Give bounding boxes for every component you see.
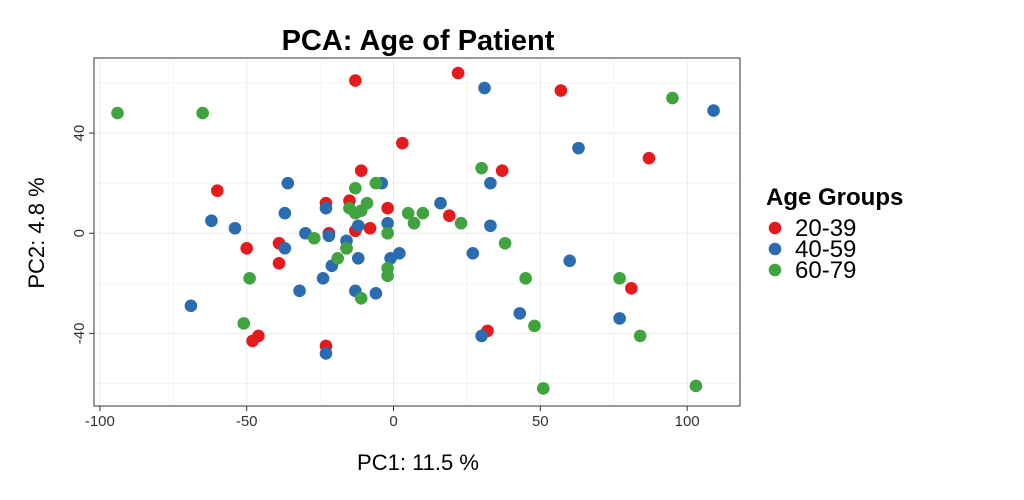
data-point-40-59 xyxy=(434,196,447,210)
legend-key-60-79 xyxy=(768,263,782,277)
data-point-60-79 xyxy=(340,241,353,255)
data-point-60-79 xyxy=(381,269,394,283)
data-point-40-59 xyxy=(484,219,497,233)
data-point-20-39 xyxy=(246,334,259,348)
data-point-60-79 xyxy=(331,251,345,265)
legend-key-40-59 xyxy=(768,242,782,256)
data-point-40-59 xyxy=(293,284,306,298)
data-point-40-59 xyxy=(484,176,497,190)
data-point-60-79 xyxy=(196,106,209,120)
data-point-60-79 xyxy=(381,226,394,240)
data-points xyxy=(111,66,720,395)
data-point-20-39 xyxy=(443,209,456,223)
data-point-60-79 xyxy=(416,206,430,220)
legend-label-20-39: 20-39 xyxy=(795,215,856,242)
data-point-60-79 xyxy=(689,379,703,393)
legend-key-20-39 xyxy=(768,221,782,235)
data-point-60-79 xyxy=(349,181,362,195)
data-point-40-59 xyxy=(613,312,626,325)
legend-label-60-79: 60-79 xyxy=(795,257,856,284)
data-point-40-59 xyxy=(228,221,242,235)
data-point-60-79 xyxy=(666,91,679,105)
data-point-60-79 xyxy=(369,176,383,190)
legend-label-40-59: 40-59 xyxy=(795,236,856,263)
data-point-20-39 xyxy=(625,282,638,295)
x-tick-label: 100 xyxy=(675,413,700,430)
axis-ticks: -100 -50 0 50 100 -40 0 40 xyxy=(71,125,700,430)
data-point-20-39 xyxy=(240,241,253,255)
data-point-20-39 xyxy=(211,184,224,197)
data-point-40-59 xyxy=(513,307,527,320)
y-tick-label: -40 xyxy=(71,323,88,345)
data-point-40-59 xyxy=(475,329,488,343)
data-point-20-39 xyxy=(363,221,377,235)
data-point-60-79 xyxy=(454,216,468,230)
data-point-20-39 xyxy=(642,151,656,165)
data-point-20-39 xyxy=(349,74,362,87)
data-point-60-79 xyxy=(475,161,488,175)
y-axis-title: PC2: 4.8 % xyxy=(24,177,49,288)
data-point-40-59 xyxy=(184,299,198,313)
data-point-40-59 xyxy=(351,219,365,233)
data-point-40-59 xyxy=(316,272,330,285)
x-tick-label: 50 xyxy=(532,413,549,430)
data-point-40-59 xyxy=(281,176,295,190)
data-point-40-59 xyxy=(384,251,397,265)
data-point-20-39 xyxy=(381,201,394,215)
data-point-60-79 xyxy=(519,272,532,285)
data-point-40-59 xyxy=(572,141,585,155)
data-point-20-39 xyxy=(396,136,409,150)
data-point-20-39 xyxy=(354,164,368,177)
data-point-40-59 xyxy=(381,216,394,230)
data-point-60-79 xyxy=(613,272,626,285)
y-tick-label: 40 xyxy=(71,125,88,142)
data-point-20-39 xyxy=(554,84,568,97)
data-point-60-79 xyxy=(111,106,124,120)
x-axis-title: PC1: 11.5 % xyxy=(357,450,479,475)
data-point-60-79 xyxy=(528,319,541,333)
data-point-40-59 xyxy=(322,229,336,243)
data-point-40-59 xyxy=(205,214,218,228)
data-point-40-59 xyxy=(478,81,491,95)
data-point-40-59 xyxy=(351,251,365,265)
data-point-60-79 xyxy=(354,204,368,218)
data-point-40-59 xyxy=(278,206,292,220)
data-point-40-59 xyxy=(466,246,480,260)
grid xyxy=(94,58,740,406)
x-tick-label: -50 xyxy=(236,413,258,430)
chart-title: PCA: Age of Patient xyxy=(282,25,555,57)
data-point-20-39 xyxy=(451,66,465,80)
data-point-40-59 xyxy=(369,287,383,300)
plot-panel-border xyxy=(93,57,741,407)
data-point-40-59 xyxy=(278,241,292,255)
data-point-60-79 xyxy=(243,272,256,285)
data-point-60-79 xyxy=(354,292,368,305)
data-point-60-79 xyxy=(498,236,512,250)
data-point-20-39 xyxy=(495,164,509,177)
data-point-40-59 xyxy=(319,347,333,360)
y-tick-label: 0 xyxy=(71,229,88,237)
data-point-40-59 xyxy=(707,104,720,117)
x-tick-label: -100 xyxy=(85,413,115,430)
data-point-40-59 xyxy=(563,254,576,268)
data-point-60-79 xyxy=(633,329,647,343)
data-point-60-79 xyxy=(407,216,421,230)
data-point-60-79 xyxy=(401,206,415,220)
data-point-60-79 xyxy=(237,317,251,330)
data-point-20-39 xyxy=(272,256,286,270)
data-point-60-79 xyxy=(536,382,550,395)
legend-title: Age Groups xyxy=(766,184,903,211)
x-tick-label: 0 xyxy=(389,413,397,430)
data-point-40-59 xyxy=(319,201,333,215)
data-point-60-79 xyxy=(307,231,321,245)
